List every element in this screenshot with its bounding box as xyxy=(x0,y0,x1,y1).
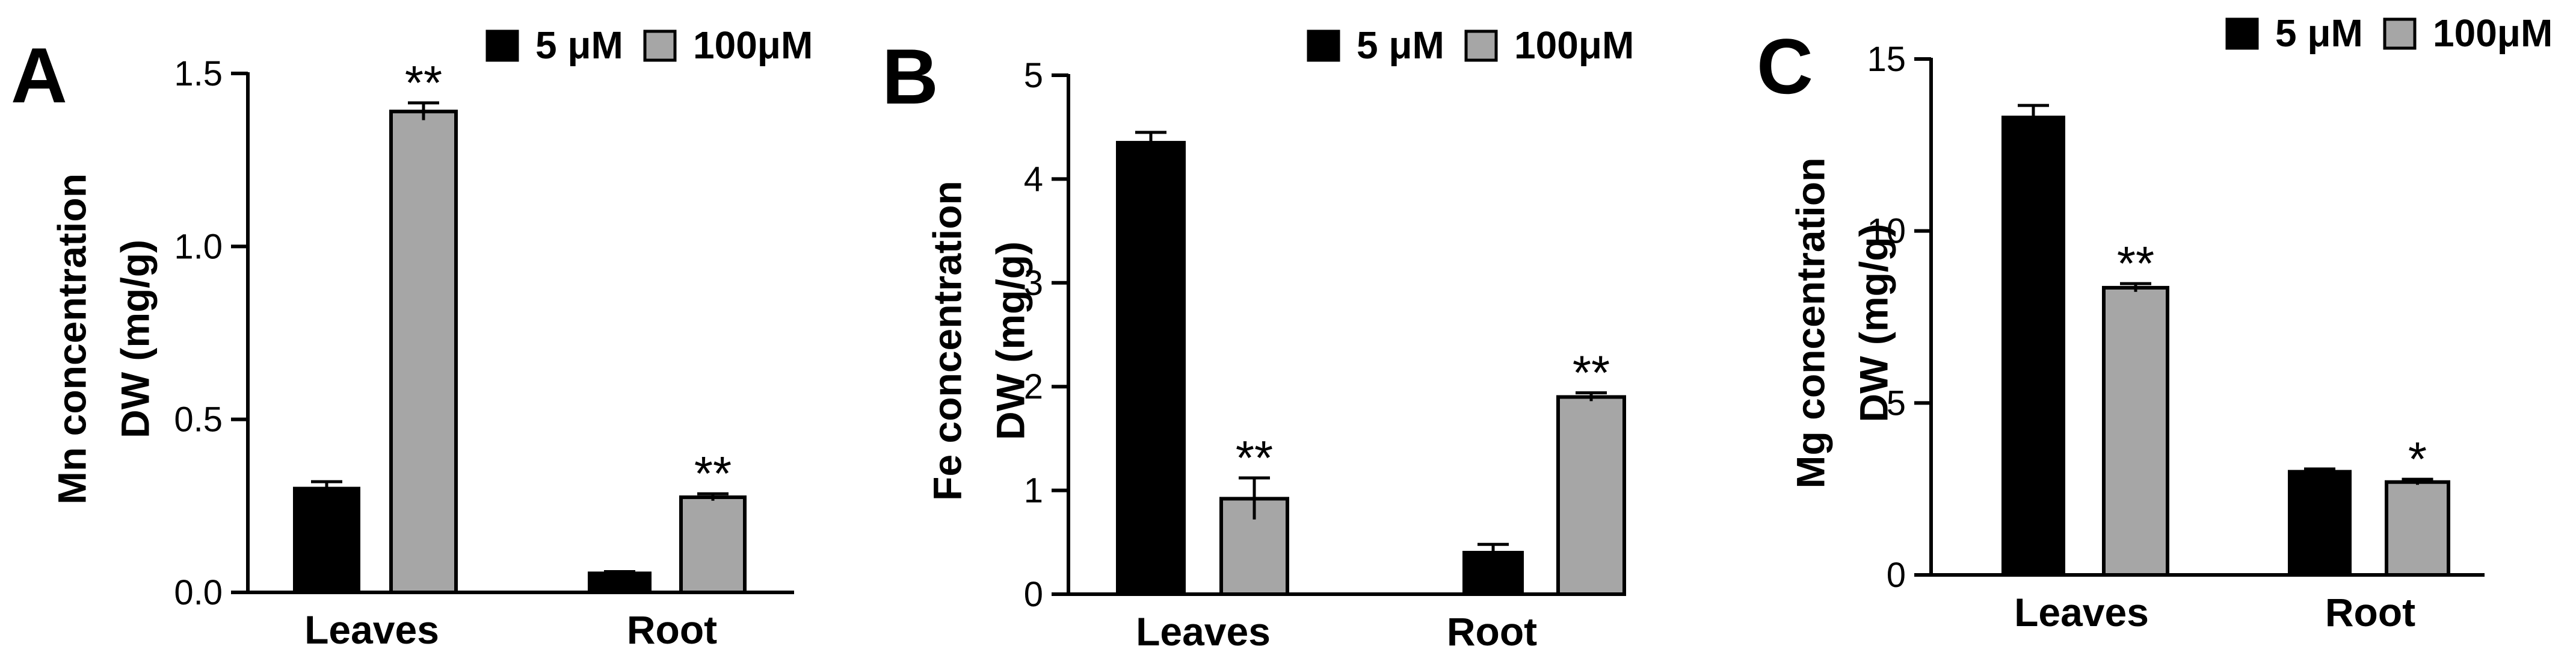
x-category-label: Root xyxy=(2325,590,2415,635)
x-category-label: Leaves xyxy=(1136,609,1271,654)
y-axis-label: DW (mg/g) xyxy=(112,240,157,438)
y-tick-label: 5 xyxy=(1887,383,1906,423)
legend-swatch xyxy=(643,29,677,62)
significance-marker: ** xyxy=(405,56,442,110)
legend-swatch xyxy=(1307,29,1340,62)
y-axis-label: DW (mg/g) xyxy=(988,241,1032,440)
legend-swatch xyxy=(2225,17,2259,50)
y-tick-label: 15 xyxy=(1867,40,1906,79)
legend-swatch xyxy=(1464,29,1498,62)
legend-swatch xyxy=(485,29,519,62)
bar xyxy=(293,486,360,594)
bar xyxy=(1556,395,1626,596)
legend-swatch xyxy=(2383,17,2417,50)
bar xyxy=(2385,480,2450,577)
y-tick-label: 5 xyxy=(1024,56,1043,95)
x-category-label: Root xyxy=(627,607,717,652)
y-tick-label: 1 xyxy=(1024,471,1043,511)
y-tick-label: 2 xyxy=(1024,367,1043,406)
chart-panel-b: B Fe concentration DW (mg/g) 0 1 2 3 4 5 Leaves Ro… xyxy=(882,23,1634,654)
y-tick-label: 0.0 xyxy=(174,573,223,612)
y-axis-label: Mg concentration xyxy=(1788,157,1832,488)
significance-marker: ** xyxy=(1573,346,1610,400)
y-tick-label: 4 xyxy=(1024,160,1043,199)
legend-label: 5 μM xyxy=(2275,11,2363,55)
bar xyxy=(1116,141,1186,596)
chart-panel-c: C Mg concentration DW (mg/g) 0 5 10 15 Leaves Ro… xyxy=(1757,11,2553,635)
significance-marker: * xyxy=(2408,432,2427,486)
y-axis-label: Fe concentration xyxy=(925,181,969,501)
panel-letter: C xyxy=(1757,22,1813,110)
bar xyxy=(389,110,458,595)
y-tick-label: 10 xyxy=(1867,212,1906,251)
bar xyxy=(2102,285,2169,577)
panel-letter: B xyxy=(882,33,938,120)
significance-marker: ** xyxy=(694,447,732,500)
legend-label: 100μM xyxy=(2433,11,2553,55)
significance-marker: ** xyxy=(2117,237,2154,290)
legend-label: 100μM xyxy=(693,23,813,67)
y-axis-label: DW (mg/g) xyxy=(1851,224,1896,423)
y-tick-label: 1.5 xyxy=(174,54,223,93)
y-axis-label: Mn concentration xyxy=(49,173,94,504)
y-tick-label: 1.0 xyxy=(174,227,223,266)
y-tick-label: 3 xyxy=(1024,264,1043,303)
bar xyxy=(2001,116,2065,577)
y-tick-label: 0 xyxy=(1024,575,1043,614)
legend-label: 100μM xyxy=(1514,23,1634,67)
x-category-label: Leaves xyxy=(304,607,439,652)
significance-marker: ** xyxy=(1236,431,1273,485)
x-category-label: Root xyxy=(1447,609,1537,654)
y-tick-label: 0 xyxy=(1887,556,1906,595)
legend-label: 5 μM xyxy=(1357,23,1444,67)
x-category-label: Leaves xyxy=(2014,590,2149,635)
y-tick-label: 0.5 xyxy=(174,400,223,439)
legend-label: 5 μM xyxy=(535,23,623,67)
panel-letter: A xyxy=(11,31,67,119)
bar xyxy=(2288,470,2352,577)
bar xyxy=(679,495,747,595)
chart-panel-a: A Mn concentration DW (mg/g) 0.0 0.5 1.0 1.5 Le… xyxy=(11,23,813,652)
bar xyxy=(588,571,652,594)
